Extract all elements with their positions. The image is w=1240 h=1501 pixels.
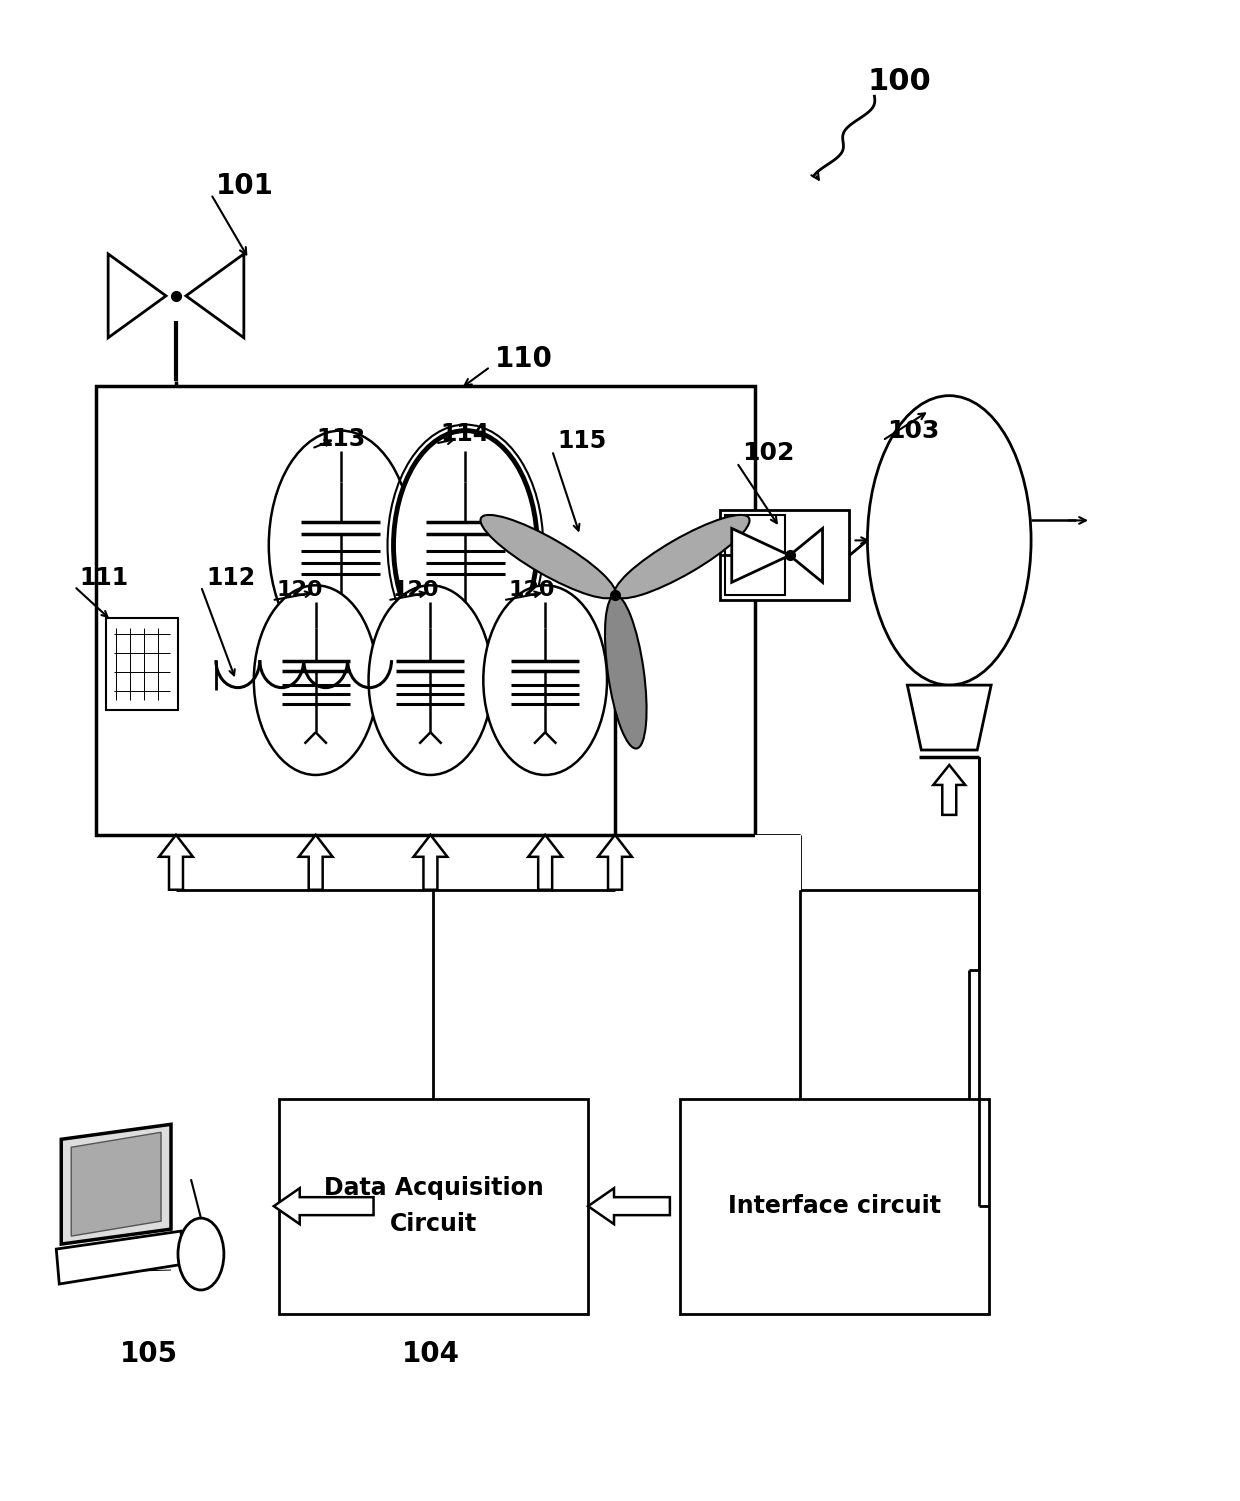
Text: 105: 105 [120, 1340, 179, 1367]
Text: 110: 110 [495, 345, 553, 372]
Text: Data Acquisition: Data Acquisition [324, 1177, 543, 1201]
Polygon shape [908, 684, 991, 750]
FancyArrow shape [934, 766, 965, 815]
Ellipse shape [368, 585, 492, 775]
FancyArrow shape [528, 835, 562, 890]
Ellipse shape [179, 1219, 224, 1289]
Ellipse shape [254, 585, 377, 775]
Polygon shape [56, 1231, 184, 1283]
Bar [719, 510, 849, 600]
Ellipse shape [614, 515, 749, 599]
Ellipse shape [480, 515, 615, 599]
FancyArrow shape [159, 835, 193, 890]
Text: 120: 120 [508, 581, 554, 600]
Text: 114: 114 [440, 422, 490, 446]
Text: 104: 104 [402, 1340, 460, 1367]
FancyArrow shape [598, 835, 632, 890]
FancyArrow shape [274, 1189, 373, 1225]
Bar [755, 835, 801, 890]
Text: Interface circuit: Interface circuit [728, 1195, 941, 1219]
Bar [279, 1099, 588, 1313]
Text: 100: 100 [868, 66, 931, 96]
Ellipse shape [605, 596, 646, 749]
Text: 102: 102 [742, 441, 794, 464]
Polygon shape [790, 528, 822, 582]
FancyArrow shape [413, 835, 448, 890]
Bar [97, 386, 755, 835]
Ellipse shape [484, 585, 608, 775]
Text: 113: 113 [316, 426, 366, 450]
Bar [107, 618, 179, 710]
Bar [680, 1099, 990, 1313]
Polygon shape [108, 254, 166, 338]
Text: 101: 101 [216, 173, 274, 200]
Ellipse shape [868, 396, 1032, 684]
Ellipse shape [393, 431, 537, 660]
Text: 120: 120 [277, 581, 324, 600]
Text: 120: 120 [393, 581, 439, 600]
FancyArrow shape [588, 1189, 670, 1225]
Text: Circuit: Circuit [389, 1213, 477, 1237]
Text: 112: 112 [206, 566, 255, 590]
Text: 111: 111 [79, 566, 128, 590]
Polygon shape [732, 528, 790, 582]
FancyArrow shape [299, 835, 332, 890]
Text: 103: 103 [888, 419, 940, 443]
Ellipse shape [269, 431, 413, 660]
Bar [724, 515, 785, 596]
Polygon shape [71, 1132, 161, 1237]
Polygon shape [186, 254, 244, 338]
Text: 115: 115 [557, 429, 606, 453]
Polygon shape [61, 1124, 171, 1244]
